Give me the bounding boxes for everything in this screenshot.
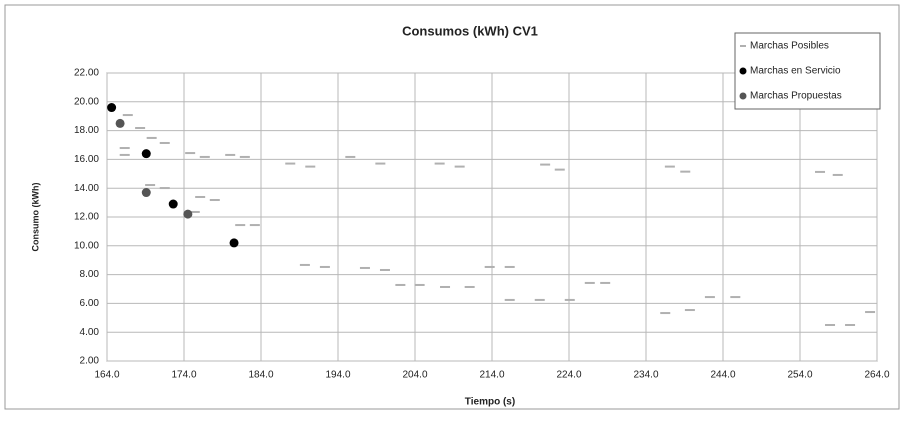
y-tick-label: 8.00 [80, 269, 100, 280]
point [239, 155, 250, 158]
point [235, 224, 246, 227]
y-tick-label: 6.00 [80, 298, 100, 309]
point [730, 296, 741, 299]
point [865, 311, 876, 314]
x-tick-label: 164.0 [94, 370, 119, 381]
point [454, 165, 465, 168]
x-tick-label: 184.0 [248, 370, 273, 381]
point [115, 118, 125, 128]
point [414, 283, 425, 286]
point [680, 170, 691, 173]
y-tick-label: 22.00 [74, 68, 99, 79]
point [704, 296, 715, 299]
point [146, 136, 157, 139]
point [249, 224, 260, 227]
point [832, 173, 843, 176]
point [345, 155, 356, 158]
point [375, 162, 386, 165]
x-tick-label: 264.0 [864, 370, 889, 381]
point [825, 324, 836, 326]
point [815, 170, 826, 173]
point [684, 309, 695, 312]
point [845, 324, 856, 326]
x-tick-label: 244.0 [710, 370, 735, 381]
y-tick-label: 12.00 [74, 212, 99, 223]
point [199, 155, 210, 158]
point [195, 195, 206, 198]
x-tick-label: 224.0 [556, 370, 581, 381]
y-tick-label: 20.00 [74, 96, 99, 107]
point [135, 127, 146, 130]
legend-box [734, 32, 881, 110]
y-tick-label: 10.00 [74, 240, 99, 251]
y-tick-label: 2.00 [80, 356, 100, 367]
legend-label: Marchas Propuestas [750, 91, 842, 102]
point [564, 298, 575, 301]
point [319, 265, 330, 268]
point [440, 285, 451, 288]
point [225, 153, 236, 156]
point [464, 285, 475, 288]
x-tick-label: 214.0 [479, 370, 504, 381]
point [168, 199, 178, 209]
point [141, 149, 151, 159]
point [141, 188, 151, 198]
point [119, 153, 130, 156]
point [664, 165, 675, 168]
point [554, 168, 565, 171]
point [122, 114, 133, 117]
point [534, 298, 545, 301]
point [185, 152, 196, 155]
point [299, 263, 310, 266]
x-tick-label: 194.0 [325, 370, 350, 381]
x-tick-label: 174.0 [171, 370, 196, 381]
point [209, 199, 220, 202]
point [660, 312, 671, 315]
point [107, 103, 117, 113]
x-tick-label: 234.0 [633, 370, 658, 381]
y-tick-label: 18.00 [74, 125, 99, 136]
y-tick-label: 4.00 [80, 327, 100, 338]
point [504, 265, 515, 268]
x-tick-label: 254.0 [787, 370, 812, 381]
legend-marker [739, 92, 747, 100]
point [159, 187, 170, 190]
point [379, 268, 390, 271]
legend-label: Marchas en Servicio [750, 66, 841, 77]
y-tick-label: 14.00 [74, 183, 99, 194]
point [395, 283, 406, 286]
point [189, 210, 200, 213]
point [434, 162, 445, 165]
point [183, 209, 193, 219]
point [484, 265, 495, 268]
point [600, 281, 611, 284]
point [305, 165, 316, 168]
x-axis-label: Tiempo (s) [465, 397, 515, 408]
legend-marker [739, 67, 747, 75]
legend-marker [740, 45, 746, 47]
point [229, 238, 239, 248]
y-tick-label: 16.00 [74, 154, 99, 165]
point [540, 163, 551, 166]
legend-label: Marchas Posibles [750, 41, 829, 52]
point [119, 147, 130, 150]
point [584, 281, 595, 284]
x-tick-label: 204.0 [402, 370, 427, 381]
point [145, 184, 156, 187]
chart-title: Consumos (kWh) CV1 [402, 23, 538, 38]
point [359, 266, 370, 269]
y-axis-label: Consumo (kWh) [30, 183, 40, 252]
point [159, 141, 170, 144]
point [285, 162, 296, 165]
point [504, 298, 515, 301]
